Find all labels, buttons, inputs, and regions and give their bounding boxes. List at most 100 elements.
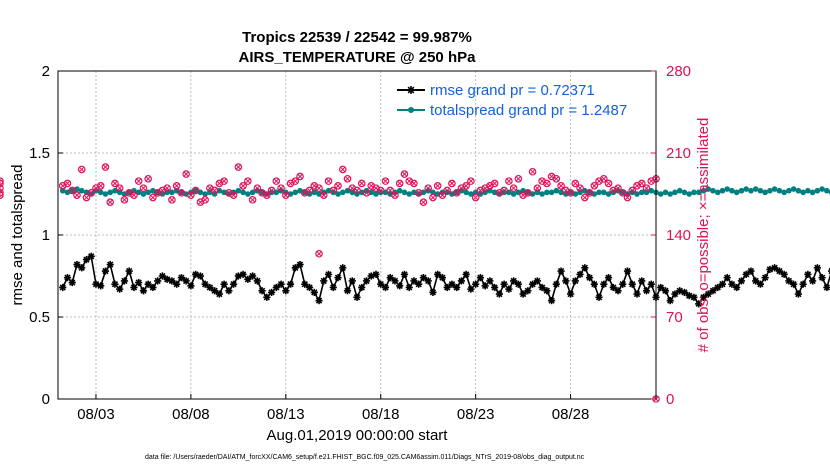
obs-count-point [106,198,115,207]
x-axis-label: Aug.01,2019 00:00:00 start [267,427,449,444]
rmse-data-point [201,280,209,288]
spread-data-point [695,189,702,196]
spread-data-point [605,191,612,197]
rmse-data-point [158,272,167,280]
rmse-data-point [486,277,494,285]
rmse-data-point [690,293,698,301]
obs-count-point [514,174,523,183]
obs-count-point [0,177,4,185]
rmse-data-point [315,297,323,305]
rmse-data-point [116,285,124,293]
obs-count-point [0,189,4,197]
obs-count-point [0,179,4,188]
rmse-data-point [196,272,204,280]
spread-data-point [596,189,602,196]
obs-count-point [282,191,290,199]
rmse-data-point [619,280,627,288]
obs-count-point [376,186,385,195]
spread-data-point [600,189,607,196]
rmse-data-point [391,277,399,285]
obs-count-point [599,174,608,183]
obs-count-point [239,182,247,190]
obs-count-point [172,182,181,190]
spread-data-point [544,189,550,196]
obs-count-point [618,189,627,197]
obs-count-point [462,182,470,190]
rmse-data-point [790,280,798,288]
rmse-data-point [400,270,409,278]
obs-count-point [448,179,456,188]
rmse-data-point [557,267,565,275]
chart-title: Tropics 22539 / 22542 = 99.987% [242,29,472,46]
rmse-data-point [699,293,708,301]
rmse-data-point [590,280,598,288]
spread-data-point [710,187,716,194]
spread-data-point [373,191,379,197]
rmse-data-point [149,283,157,292]
obs-count-point [111,179,119,188]
y2-tick-label: 210 [666,145,691,162]
rmse-data-point [491,283,499,292]
obs-count-point [614,184,622,192]
spread-data-point [401,189,408,196]
rmse-data-point [628,280,636,288]
spread-data-point [790,186,797,192]
rmse-data-point [704,290,712,298]
rmse-data-point [533,277,541,285]
rmse-data-point [59,283,67,292]
rmse-data-point [481,282,489,290]
obs-count-point [73,191,81,199]
rmse-data-point [173,280,181,288]
obs-count-point [590,182,599,190]
rmse-data-point [301,280,309,288]
rmse-data-point [756,280,765,288]
rmse-data-point [823,283,830,292]
rmse-data-point [87,252,95,260]
obs-count-point [177,189,186,197]
rmse-data-point [519,290,527,298]
rmse-data-point [68,278,76,287]
legend-rmse-marker [407,86,415,94]
spread-data-point [245,191,251,197]
obs-count-point [315,249,323,258]
obs-count-point [400,170,409,178]
rmse-data-point [666,297,674,305]
rmse-data-point [562,277,570,285]
obs-count-point [263,191,271,199]
obs-count-point [490,179,499,188]
rmse-data-point [348,277,356,285]
spread-data-point [762,189,768,196]
spread-data-point [335,191,341,197]
obs-count-point [134,177,143,185]
rmse-data-point [742,270,750,278]
rmse-data-point [495,290,503,298]
rmse-data-point [609,283,617,292]
spread-data-point [553,187,560,194]
spread-data-point [140,191,147,197]
spread-data-point [97,189,104,196]
obs-count-point [96,182,105,190]
rmse-data-point [737,277,746,285]
spread-data-point [700,187,707,194]
spread-data-point [107,189,114,196]
spread-data-point [662,189,669,196]
rmse-data-point [424,277,432,285]
x-tick-label: 08/13 [267,406,305,423]
obs-count-point [63,179,72,188]
obs-count-point [604,179,613,188]
rmse-data-point [182,277,190,285]
rmse-data-point [585,274,594,282]
obs-count-point [201,196,209,204]
rmse-data-point [472,280,480,288]
x-tick-label: 08/23 [457,406,495,423]
obs-count-point [424,184,432,192]
rmse-data-point [780,270,788,278]
obs-count-point [395,179,404,188]
rmse-data-point [642,287,651,295]
rmse-data-point [638,277,646,285]
y-tick-label: 1 [42,227,50,244]
legend-rmse-asterisk [407,86,415,94]
y-tick-label: 0 [42,391,50,408]
obs-count-point [552,174,561,183]
rmse-data-point [187,282,195,290]
